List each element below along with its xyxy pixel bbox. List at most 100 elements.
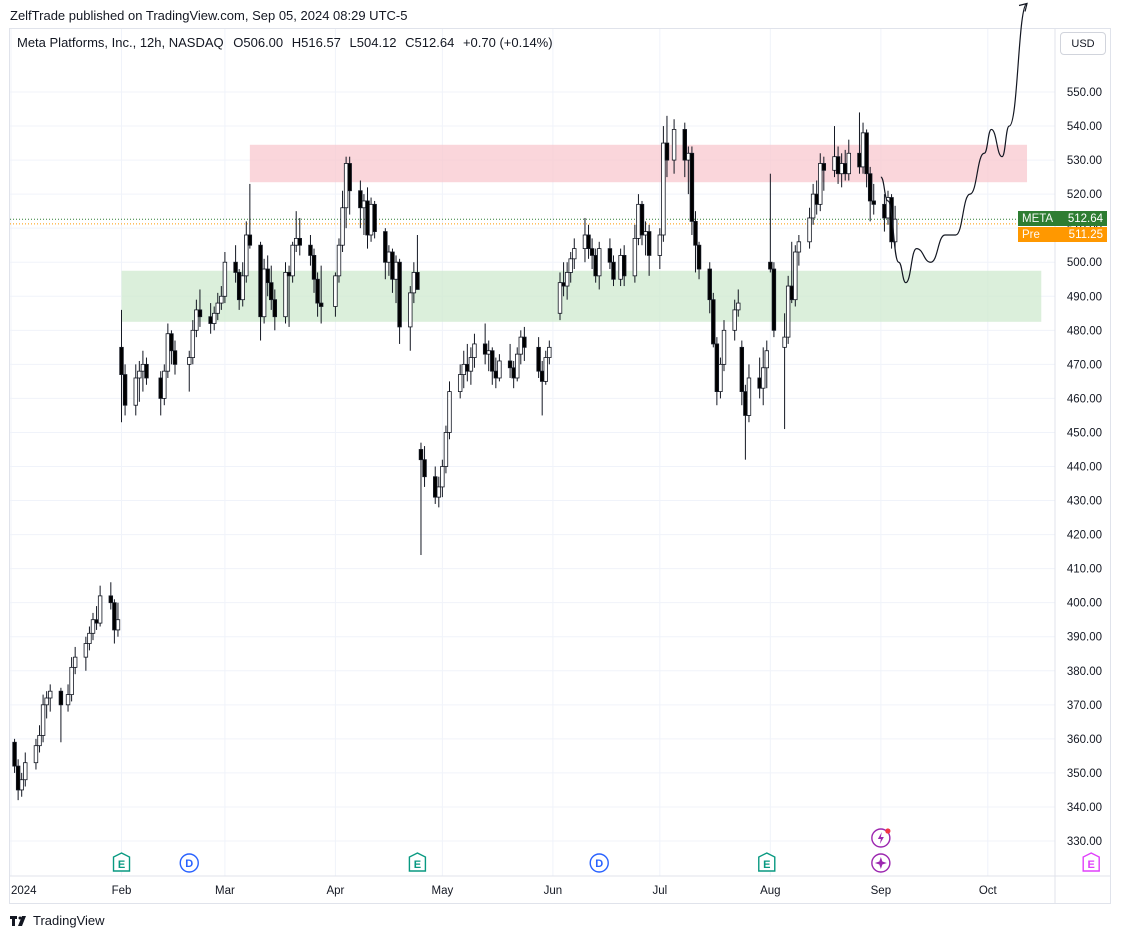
candle-body bbox=[272, 299, 278, 318]
dividend-icon-shape bbox=[589, 853, 609, 873]
candle bbox=[215, 292, 220, 321]
candle-body bbox=[843, 163, 848, 175]
candle bbox=[714, 337, 720, 406]
candle-body bbox=[236, 272, 242, 301]
candle-body bbox=[507, 360, 513, 369]
candle-body bbox=[821, 163, 827, 171]
candle bbox=[119, 309, 124, 423]
candle-body bbox=[286, 272, 292, 277]
candle-body bbox=[657, 234, 663, 256]
pre-price-tag-label: Pre bbox=[1022, 228, 1040, 241]
symbol-title[interactable]: Meta Platforms, Inc., 12h, NASDAQ bbox=[17, 35, 224, 50]
candle-body bbox=[219, 295, 224, 304]
candle bbox=[807, 207, 812, 249]
time-tick-label: 2024 bbox=[11, 885, 37, 897]
candle-body bbox=[493, 370, 499, 379]
earnings-icon-shape bbox=[112, 852, 131, 872]
candle bbox=[646, 224, 652, 276]
candle bbox=[440, 459, 445, 498]
candle-body bbox=[864, 132, 869, 175]
candle-body bbox=[736, 302, 741, 311]
candle bbox=[732, 299, 737, 341]
candle-body bbox=[390, 251, 395, 280]
candle-body bbox=[297, 237, 302, 246]
candle bbox=[233, 245, 238, 283]
candle-body bbox=[333, 275, 338, 307]
price-tick-label: 470.00 bbox=[1067, 359, 1102, 371]
currency-button[interactable]: USD bbox=[1060, 32, 1106, 55]
candle-body bbox=[258, 244, 263, 318]
time-tick-label: Mar bbox=[215, 885, 235, 897]
candle-body bbox=[639, 203, 645, 236]
candle-body bbox=[90, 619, 96, 634]
candle bbox=[871, 183, 876, 215]
candle-body bbox=[465, 363, 470, 372]
candle bbox=[240, 262, 245, 307]
candle bbox=[882, 194, 887, 232]
candle bbox=[247, 183, 253, 249]
candle-body bbox=[397, 261, 402, 328]
candle-body bbox=[72, 656, 78, 668]
candle-body bbox=[368, 203, 374, 236]
candle-body bbox=[564, 272, 570, 287]
candle bbox=[621, 245, 627, 287]
candle-body bbox=[497, 360, 502, 379]
earnings-icon: E bbox=[758, 852, 776, 872]
candle bbox=[846, 139, 851, 181]
candle bbox=[482, 323, 488, 365]
candle bbox=[87, 626, 92, 651]
candle bbox=[810, 183, 816, 225]
symbol-legend: Meta Platforms, Inc., 12h, NASDAQ O506.0… bbox=[17, 35, 558, 50]
candle-body bbox=[436, 486, 441, 498]
candle-body bbox=[244, 234, 249, 277]
candle-body bbox=[582, 234, 588, 250]
earnings-icon-shape bbox=[408, 852, 427, 872]
candle bbox=[468, 347, 474, 385]
candle bbox=[857, 112, 862, 174]
candle-body bbox=[361, 200, 367, 209]
footer-brand[interactable]: TradingView bbox=[10, 913, 105, 928]
candle bbox=[261, 258, 267, 324]
legend-change: +0.70 (+0.14%) bbox=[462, 35, 553, 50]
candle bbox=[443, 425, 449, 474]
candle-body bbox=[611, 261, 616, 280]
candle bbox=[543, 350, 548, 385]
candle bbox=[607, 238, 613, 270]
candle bbox=[433, 466, 438, 504]
last-price-tag-symbol: META bbox=[1022, 212, 1054, 225]
candle-body bbox=[686, 152, 691, 161]
candle bbox=[269, 265, 274, 310]
earnings-icon: E bbox=[408, 852, 427, 872]
candle bbox=[632, 224, 638, 283]
candle-body bbox=[408, 292, 413, 328]
candle bbox=[122, 364, 128, 416]
candle bbox=[336, 238, 342, 283]
candle-body bbox=[119, 346, 124, 375]
earnings-icon-shape bbox=[1082, 852, 1100, 872]
candle-body bbox=[768, 261, 773, 270]
dividend-icon: D bbox=[589, 853, 609, 873]
candle bbox=[711, 292, 716, 348]
candle-body bbox=[782, 336, 787, 348]
candle-body bbox=[222, 261, 228, 297]
candle bbox=[718, 357, 723, 399]
candle bbox=[611, 255, 616, 287]
candle bbox=[768, 173, 773, 273]
candle-body bbox=[265, 268, 270, 284]
candle bbox=[212, 306, 217, 331]
candle-body bbox=[318, 302, 324, 307]
candle-body bbox=[539, 370, 545, 382]
time-tick-label: Jul bbox=[652, 885, 667, 897]
candle-body bbox=[187, 357, 192, 365]
time-tick-label: Oct bbox=[979, 885, 998, 897]
candle bbox=[643, 221, 648, 256]
time-tick-label: Feb bbox=[112, 885, 132, 897]
price-tick-label: 410.00 bbox=[1067, 564, 1102, 576]
candle-body bbox=[746, 377, 752, 416]
candle bbox=[162, 364, 167, 406]
candle-body bbox=[12, 741, 17, 767]
candle bbox=[796, 234, 802, 266]
price-tick-label: 420.00 bbox=[1067, 530, 1102, 542]
